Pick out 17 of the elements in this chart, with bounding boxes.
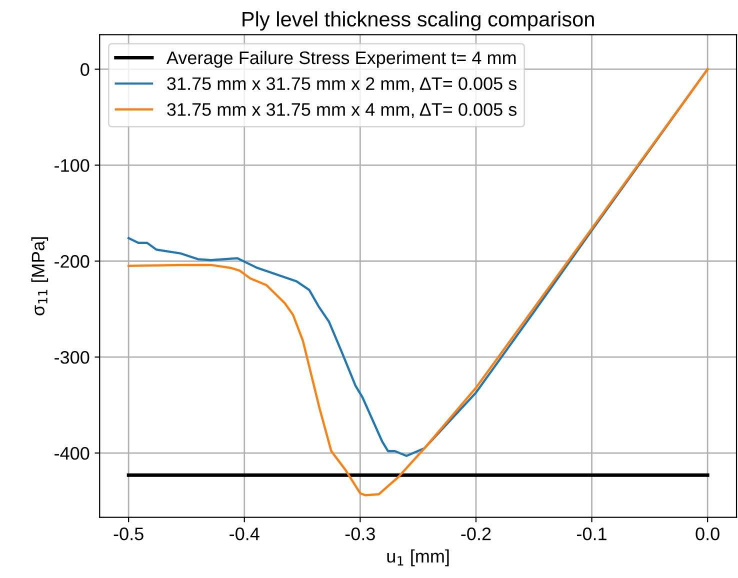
x-tick-label: -0.2 <box>461 528 491 540</box>
chart-title: Ply level thickness scaling comparison <box>242 11 594 31</box>
legend-label: Average Failure Stress Experiment t= 4 mm <box>166 50 516 68</box>
x-tick-label: -0.3 <box>345 528 375 540</box>
legend-label: 31.75 mm x 31.75 mm x 2 mm, ΔT= 0.005 s <box>167 77 517 92</box>
y-tick-label: 0 <box>80 63 90 76</box>
y-tick-label: -200 <box>54 255 90 268</box>
x-tick-label: -0.4 <box>230 528 260 540</box>
y-tick-label: -300 <box>54 351 90 364</box>
y-axis-title: σ$_{11}$ [MPa] <box>31 237 48 316</box>
y-tick-label: -100 <box>54 159 90 172</box>
y-tick-label: -400 <box>54 446 90 460</box>
legend-label: 31.75 mm x 31.75 mm x 4 mm, ΔT= 0.005 s <box>167 103 517 118</box>
x-tick-label: 0.0 <box>696 528 720 540</box>
x-tick-label: -0.1 <box>577 528 606 540</box>
x-tick-label: -0.5 <box>114 528 144 540</box>
x-axis-title: u$_{1}$ [mm] <box>387 549 449 566</box>
